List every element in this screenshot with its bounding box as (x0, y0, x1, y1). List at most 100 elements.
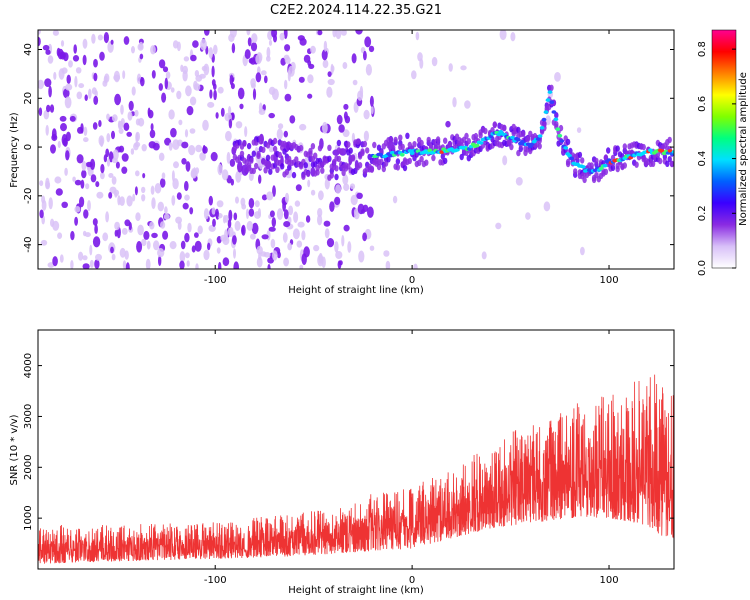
spectrogram-noise-speckle (83, 126, 88, 136)
spectrogram-noise-speckle (267, 257, 274, 264)
spectrogram-noise-speckle (357, 203, 365, 215)
spectrogram-noise-speckle (282, 232, 288, 243)
spectrogram-noise-speckle (248, 171, 254, 182)
spectrogram-noise-speckle (41, 199, 47, 211)
spectrogram-ridge-halo (443, 137, 448, 144)
spectrogram-noise-speckle (184, 129, 189, 138)
snr-frame (37, 329, 675, 570)
spectrogram-noise-speckle (295, 184, 302, 192)
spectrogram-noise-speckle (81, 160, 87, 171)
spectrogram-noise-speckle (63, 52, 69, 62)
spectrogram-ridge-halo (355, 138, 360, 145)
spectrogram-noise-speckle (244, 49, 251, 60)
spectrogram-noise-speckle (165, 71, 171, 79)
spectrogram-noise-speckle (310, 189, 316, 196)
spectrogram-noise-speckle (317, 214, 323, 226)
spectrogram-noise-speckle (141, 144, 147, 152)
spectrogram-ridge-core (545, 98, 551, 102)
colorbar-label: Normalized spectral amplitude (738, 72, 749, 226)
spectrogram-noise-speckle (288, 65, 295, 77)
spectrogram-ridge-halo (237, 165, 242, 172)
spectrogram-noise-speckle (303, 246, 310, 258)
spectrogram-noise-speckle (106, 113, 110, 121)
spectrogram-noise-speckle (385, 260, 391, 269)
spectrogram-noise-speckle (251, 222, 259, 235)
spectrogram-noise-speckle (343, 111, 348, 121)
spectrogram-noise-speckle (130, 148, 135, 155)
spectrogram-noise-speckle (121, 153, 129, 162)
spectrogram-noise-speckle (111, 176, 117, 185)
spectrogram-noise-speckle (515, 177, 523, 186)
spectrogram-noise-speckle (135, 212, 141, 222)
spectrogram-noise-speckle (269, 210, 275, 218)
spectrogram-noise-speckle (241, 226, 245, 235)
spectrogram-noise-speckle (141, 238, 147, 247)
spectrogram-noise-speckle (57, 140, 61, 149)
spectrogram-ridge-halo (320, 167, 325, 174)
spectrogram-noise-speckle (258, 108, 266, 115)
spectrogram-noise-speckle (244, 126, 248, 138)
spectrogram-ridge-halo (594, 157, 599, 165)
spectrogram-noise-speckle (201, 65, 208, 72)
spectrogram-noise-speckle (185, 161, 191, 172)
spectrogram-ridge-core (439, 150, 445, 154)
spectrogram-noise-speckle (59, 254, 64, 263)
spectrogram-noise-speckle (55, 188, 63, 196)
spectrogram-noise-speckle (185, 85, 192, 97)
spectrogram-noise-speckle (152, 142, 160, 151)
spectrogram-noise-speckle (283, 257, 289, 267)
spectrogram-noise-speckle (149, 221, 155, 230)
spectrogram-ridge-halo (327, 155, 332, 162)
spectrogram-noise-speckle (239, 103, 244, 110)
spectrogram-noise-speckle (179, 251, 186, 263)
spectrogram-ridge-halo (554, 121, 559, 128)
spectrogram-noise-speckle (141, 194, 146, 202)
spectrogram-noise-speckle (119, 247, 126, 258)
spectrogram-noise-speckle (318, 190, 324, 201)
spectrogram-ridge-halo (655, 151, 661, 158)
spectrogram-noise-speckle (336, 114, 343, 125)
spectrogram-noise-speckle (228, 118, 233, 129)
colorbar-tick-label: 0.6 (697, 96, 708, 112)
spectrogram-noise-speckle (110, 39, 114, 45)
spectrogram-ridge-core (563, 146, 569, 150)
spectrogram-noise-speckle (75, 67, 82, 74)
spectrogram-noise-speckle (45, 180, 51, 190)
spectrogram-ridge-halo (341, 169, 346, 176)
spectrogram-noise-speckle (133, 142, 139, 151)
spectrogram-noise-speckle (335, 184, 342, 194)
spectrogram-noise-speckle (543, 201, 551, 212)
spectrogram-noise-speckle (89, 259, 94, 268)
spectrogram-noise-speckle (354, 211, 360, 220)
spectrogram-noise-speckle (153, 240, 160, 251)
spectrogram-noise-speckle (226, 151, 231, 164)
spectrogram-ridge-core (555, 127, 561, 131)
spectrogram-noise-speckle (120, 104, 124, 115)
spectrogram-noise-speckle (580, 246, 585, 256)
spectrogram-noise-speckle (248, 208, 255, 217)
spectrogram-ridge-halo (263, 167, 268, 174)
spectrogram-ridge-halo (275, 166, 280, 173)
spectrogram-noise-speckle (118, 128, 124, 134)
spectrogram-noise-speckle (47, 55, 54, 64)
spectrogram-noise-speckle (38, 30, 41, 35)
spectrogram-noise-speckle (111, 253, 116, 261)
spectrogram-noise-speckle (213, 44, 218, 55)
spectrogram-noise-speckle (221, 169, 229, 181)
spectrogram-noise-speckle (134, 186, 138, 196)
spectrogram-ridge-halo (398, 134, 403, 141)
spectrogram-noise-speckle (307, 93, 313, 99)
spectrogram-noise-speckle (135, 132, 139, 144)
spectrogram-noise-speckle (113, 74, 121, 81)
spectrogram-noise-speckle (94, 259, 100, 269)
spectrogram-noise-speckle (95, 181, 100, 188)
spectrogram-noise-speckle (342, 174, 349, 185)
spectrogram-ytick-label: 0 (23, 144, 34, 150)
spectrogram-noise-speckle (48, 85, 52, 98)
spectrogram-noise-speckle (135, 170, 140, 177)
spectrogram-noise-speckle (510, 32, 516, 42)
spectrogram-noise-speckle (288, 205, 294, 216)
spectrogram-ridge-halo (249, 157, 254, 164)
spectrogram-noise-speckle (499, 30, 507, 41)
spectrogram-noise-speckle (79, 196, 85, 208)
